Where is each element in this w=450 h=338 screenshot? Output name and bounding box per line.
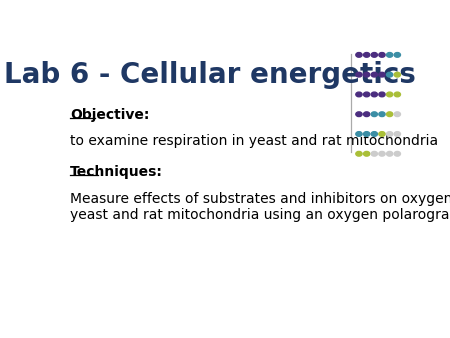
Circle shape [371,151,378,156]
Circle shape [379,52,385,57]
Circle shape [394,72,400,77]
Circle shape [387,52,393,57]
Circle shape [356,52,362,57]
Circle shape [387,151,393,156]
Circle shape [394,52,400,57]
Circle shape [356,151,362,156]
Circle shape [394,151,400,156]
Text: Techniques:: Techniques: [70,166,163,179]
Circle shape [387,131,393,136]
Circle shape [356,112,362,117]
Circle shape [371,92,378,97]
Text: Lab 6 - Cellular energetics: Lab 6 - Cellular energetics [4,62,416,89]
Circle shape [379,151,385,156]
Circle shape [394,92,400,97]
Text: to examine respiration in yeast and rat mitochondria: to examine respiration in yeast and rat … [70,134,438,148]
Circle shape [387,72,393,77]
Circle shape [356,92,362,97]
Circle shape [379,112,385,117]
Circle shape [364,72,370,77]
Circle shape [379,131,385,136]
Circle shape [364,92,370,97]
Circle shape [379,92,385,97]
Circle shape [371,52,378,57]
Circle shape [364,151,370,156]
Circle shape [387,92,393,97]
Text: Measure effects of substrates and inhibitors on oxygen consumption in
yeast and : Measure effects of substrates and inhibi… [70,192,450,222]
Circle shape [394,112,400,117]
Circle shape [371,112,378,117]
Circle shape [356,131,362,136]
Circle shape [364,131,370,136]
Circle shape [371,131,378,136]
Circle shape [387,112,393,117]
Circle shape [379,72,385,77]
Circle shape [394,131,400,136]
Circle shape [356,72,362,77]
Circle shape [364,52,370,57]
Circle shape [371,72,378,77]
Text: Objective:: Objective: [70,108,149,122]
Circle shape [364,112,370,117]
